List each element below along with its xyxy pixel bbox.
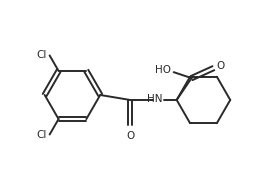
Text: O: O xyxy=(216,61,225,71)
Text: HO: HO xyxy=(155,65,171,75)
Text: Cl: Cl xyxy=(36,51,47,60)
Text: Cl: Cl xyxy=(36,130,47,139)
Text: HN: HN xyxy=(147,94,163,104)
Text: O: O xyxy=(126,131,134,141)
